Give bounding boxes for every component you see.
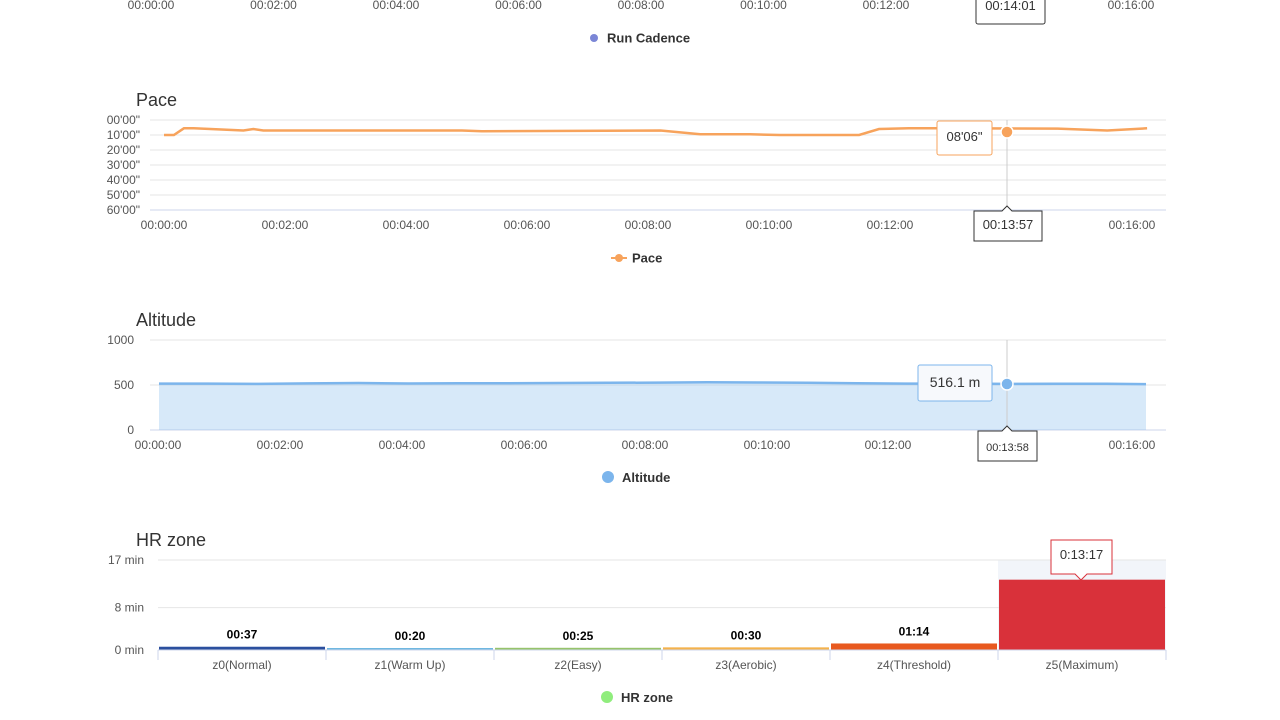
pace-x-tick: 00:04:00 — [383, 218, 430, 232]
hr-zone-bar[interactable] — [831, 643, 997, 650]
cadence-legend-marker — [590, 34, 598, 42]
hr-zone-bars — [159, 579, 1165, 650]
pace-gridlines — [150, 119, 1166, 211]
altitude-x-tick: 00:02:00 — [257, 438, 304, 452]
hr-zone-bar[interactable] — [327, 648, 493, 650]
altitude-series-line — [159, 381, 1147, 386]
hr-zone-x-tick: z1(Warm Up) — [375, 658, 446, 672]
altitude-tooltip: 516.1 m — [917, 364, 993, 402]
pace-y-tick: 00'00" — [107, 113, 140, 127]
hr-zone-x-tick: z0(Normal) — [212, 658, 271, 672]
cadence-legend[interactable]: Run Cadence — [590, 31, 690, 46]
pace-series-line — [164, 127, 1148, 137]
pace-tooltip-x: 00:13:57 — [973, 205, 1043, 242]
hr-zone-legend-label: HR zone — [621, 690, 673, 705]
altitude-y-tick: 500 — [114, 378, 134, 392]
pace-x-tick: 00:16:00 — [1109, 218, 1156, 232]
hr-zone-tooltip: 0:13:17 — [1050, 539, 1113, 581]
hr-zone-bar[interactable] — [159, 646, 325, 650]
pace-x-tick: 00:06:00 — [504, 218, 551, 232]
hr-zone-bar[interactable] — [495, 647, 661, 650]
hr-zone-bar[interactable] — [999, 579, 1165, 650]
cadence-x-tick: 00:00:00 — [128, 0, 175, 12]
altitude-title: Altitude — [136, 310, 196, 330]
pace-legend-label: Pace — [632, 251, 662, 266]
pace-y-axis: 00'00"10'00"20'00"30'00"40'00"50'00"60'0… — [107, 113, 140, 217]
altitude-x-tick: 00:04:00 — [379, 438, 426, 452]
altitude-x-tick: 00:08:00 — [622, 438, 669, 452]
cadence-x-tick: 00:02:00 — [250, 0, 297, 12]
hr-zone-x-tick: z4(Threshold) — [877, 658, 951, 672]
altitude-y-tick: 0 — [127, 423, 134, 437]
hr-zone-x-tick: z3(Aerobic) — [715, 658, 776, 672]
altitude-tooltip-value: 516.1 m — [930, 374, 981, 390]
pace-y-tick: 60'00" — [107, 203, 140, 217]
cadence-x-tick: 00:16:00 — [1108, 0, 1155, 12]
altitude-hover-point[interactable] — [1000, 377, 1014, 391]
pace-tooltip-x-text: 00:13:57 — [983, 217, 1034, 232]
altitude-x-tick: 00:12:00 — [865, 438, 912, 452]
hr-zone-gridlines — [158, 559, 1166, 609]
pace-tooltip: 08'06" — [936, 120, 993, 156]
pace-legend-marker — [615, 254, 623, 262]
altitude-tooltip-x-text: 00:13:58 — [986, 442, 1029, 454]
cadence-x-tick: 00:10:00 — [740, 0, 787, 12]
hr-zone-data-label: 00:25 — [563, 629, 594, 643]
cadence-tooltip-x-text: 00:14:01 — [985, 0, 1036, 13]
hr-zone-data-label: 01:14 — [899, 624, 930, 638]
hr-zone-x-tick: z2(Easy) — [554, 658, 601, 672]
pace-x-tick: 00:12:00 — [867, 218, 914, 232]
hr-zone-y-tick: 8 min — [115, 601, 144, 615]
hr-zone-x-tick: z5(Maximum) — [1046, 658, 1119, 672]
altitude-x-tick: 00:00:00 — [135, 438, 182, 452]
cadence-x-tick: 00:04:00 — [373, 0, 420, 12]
hr-zone-data-label: 00:30 — [731, 628, 762, 642]
hr-zone-legend-marker — [601, 691, 613, 703]
pace-tooltip-value: 08'06" — [946, 129, 982, 144]
hr-zone-tooltip-value: 0:13:17 — [1060, 547, 1103, 562]
pace-x-tick: 00:10:00 — [746, 218, 793, 232]
hr-zone-legend[interactable]: HR zone — [601, 690, 673, 705]
pace-y-tick: 40'00" — [107, 173, 140, 187]
altitude-x-tick: 00:10:00 — [744, 438, 791, 452]
pace-y-tick: 50'00" — [107, 188, 140, 202]
cadence-legend-label: Run Cadence — [607, 31, 690, 46]
altitude-legend-marker — [602, 471, 614, 483]
pace-x-tick: 00:08:00 — [625, 218, 672, 232]
cadence-x-tick: 00:12:00 — [863, 0, 910, 12]
pace-y-tick: 10'00" — [107, 128, 140, 142]
cadence-x-tick: 00:08:00 — [618, 0, 665, 12]
pace-y-tick: 30'00" — [107, 158, 140, 172]
hr-zone-y-axis: 0 min 8 min 17 min — [108, 553, 144, 657]
cadence-tooltip-x: 00:14:01 — [975, 0, 1046, 25]
altitude-x-tick: 00:06:00 — [501, 438, 548, 452]
altitude-tooltip-x: 00:13:58 — [977, 425, 1038, 462]
cadence-x-tick: 00:06:00 — [495, 0, 542, 12]
pace-x-tick: 00:02:00 — [262, 218, 309, 232]
hr-zone-x-axis: z0(Normal) z1(Warm Up) z2(Easy) z3(Aerobic)… — [157, 649, 1167, 672]
pace-hover-point[interactable] — [1000, 125, 1014, 139]
hr-zone-title: HR zone — [136, 530, 206, 550]
hr-zone-data-label: 00:37 — [227, 628, 258, 642]
hr-zone-y-tick: 0 min — [115, 643, 144, 657]
altitude-legend-label: Altitude — [622, 470, 670, 485]
altitude-y-tick: 1000 — [107, 333, 134, 347]
hr-zone-y-tick: 17 min — [108, 553, 144, 567]
altitude-x-tick: 00:16:00 — [1109, 438, 1156, 452]
pace-y-tick: 20'00" — [107, 143, 140, 157]
altitude-legend[interactable]: Altitude — [602, 470, 670, 485]
altitude-series-area — [159, 382, 1146, 430]
pace-legend[interactable]: Pace — [611, 251, 662, 266]
hr-zone-data-label: 00:20 — [395, 629, 426, 643]
pace-title: Pace — [136, 90, 177, 110]
pace-x-tick: 00:00:00 — [141, 218, 188, 232]
altitude-y-axis: 0 500 1000 — [107, 333, 134, 437]
hr-zone-bar[interactable] — [663, 647, 829, 650]
